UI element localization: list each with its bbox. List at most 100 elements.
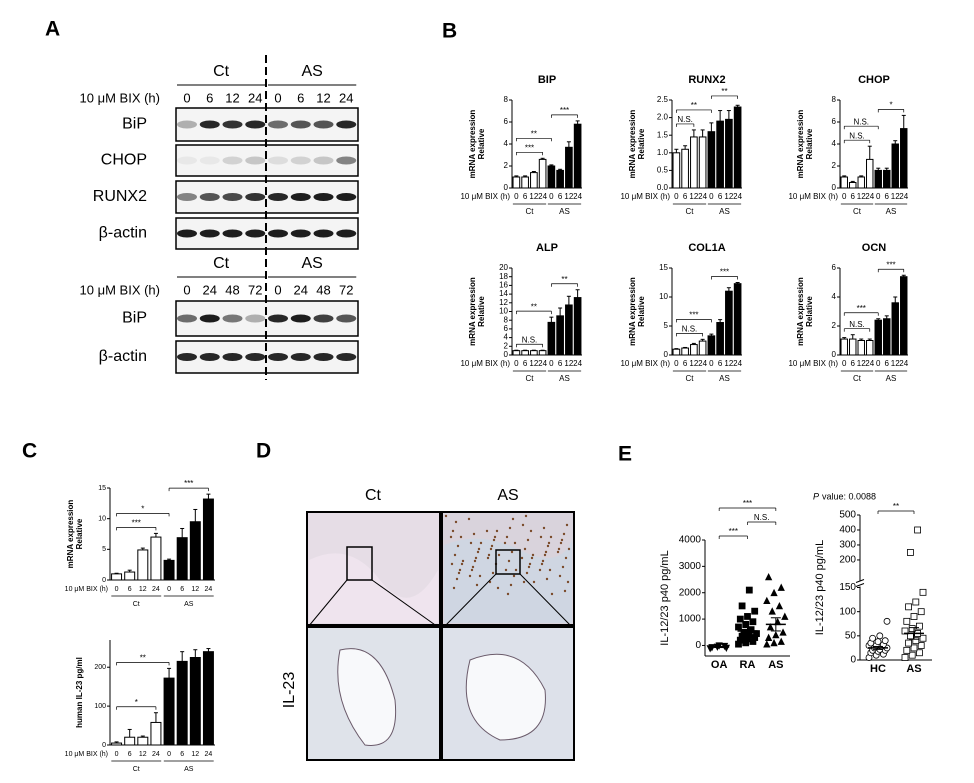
stain-dot (479, 541, 483, 545)
x-tick-label: 12 (724, 192, 733, 201)
significance-label: ** (531, 129, 537, 138)
significance-label: N.S. (853, 117, 869, 126)
stain-dot (561, 565, 565, 569)
x-tick-label: 0 (842, 359, 847, 368)
blot-band (290, 353, 311, 361)
significance-label: * (135, 698, 138, 707)
x-tick-label: 12 (529, 192, 538, 201)
significance-label: N.S. (754, 513, 770, 522)
significance-label: *** (857, 304, 866, 313)
blot-band (290, 229, 311, 238)
stain-dot (490, 544, 494, 548)
data-point (912, 598, 920, 606)
blot-band (290, 314, 311, 323)
data-point (901, 654, 909, 661)
data-point (876, 632, 884, 640)
blot-band (222, 229, 243, 238)
data-point (919, 634, 927, 642)
bar (857, 176, 865, 189)
y-axis-label: Relative (637, 296, 646, 327)
stain-dot (455, 577, 459, 581)
data-point (777, 637, 785, 645)
bar (530, 172, 538, 189)
blot-band (177, 156, 197, 165)
y-axis-label: mRNA expression (468, 110, 477, 179)
stain-dot (486, 556, 490, 560)
panel-label: E (618, 443, 632, 466)
y-axis-label: IL-12/23 p40 pg/mL (659, 550, 671, 645)
stain-dot (528, 562, 532, 566)
blot-band (313, 156, 334, 165)
data-point (917, 608, 925, 616)
stain-dot (511, 517, 515, 521)
x-tick-label: 0 (549, 359, 554, 368)
x-tick-label: 0 (549, 192, 554, 201)
blot-band (245, 353, 266, 361)
blot-band (222, 193, 243, 201)
blot-band (222, 314, 243, 323)
significance-label: N.S. (522, 335, 538, 344)
x-tick-label: 24 (733, 359, 742, 368)
x-tick-label: 12 (191, 586, 199, 593)
data-point (910, 644, 918, 652)
bar (672, 348, 681, 356)
y-axis-label: Relative (75, 518, 84, 549)
stain-dot (542, 526, 546, 530)
y-tick-label: 4 (832, 139, 837, 148)
zoom-line (443, 573, 497, 628)
data-point (775, 602, 784, 610)
stain-dot (564, 556, 568, 560)
tissue (309, 553, 438, 623)
row-label: BiP (122, 116, 147, 133)
blot-band (313, 353, 334, 361)
blot-band (268, 156, 288, 165)
blot-band (290, 156, 311, 165)
significance-label: *** (886, 260, 895, 269)
stain-dot (558, 574, 562, 578)
stain-dot (485, 529, 489, 533)
blot-band (268, 120, 288, 129)
blot-band (177, 120, 197, 129)
group-label: Ct (133, 766, 140, 773)
stain-dot (544, 550, 548, 554)
x-tick-label: 6 (128, 586, 132, 593)
y-axis-label: mRNA expression (628, 277, 637, 346)
stain-dot (461, 559, 465, 563)
x-tick-label: 0 (167, 586, 171, 593)
time-label: 48 (316, 282, 330, 297)
bar (891, 302, 899, 356)
data-point (751, 607, 759, 615)
y-tick-label: 1000 (679, 614, 702, 625)
bar (163, 677, 175, 746)
zoom-line (307, 579, 348, 628)
bar (672, 152, 681, 189)
y-tick-label: 0 (695, 640, 701, 651)
treatment-label: 10 μM BIX (h) (460, 359, 510, 368)
stain-dot (514, 568, 518, 572)
y-axis-label: Relative (805, 128, 814, 159)
bar (840, 338, 848, 356)
significance-label: ** (531, 302, 537, 311)
time-label: 0 (274, 90, 281, 105)
data-point (874, 638, 882, 646)
row-label: β-actin (99, 225, 147, 242)
x-tick-label: 12 (891, 192, 900, 201)
panel-label: D (256, 440, 271, 463)
stain-dot (450, 562, 454, 566)
y-tick-label: 15 (98, 485, 106, 492)
data-point (735, 623, 742, 631)
x-tick-label: 0 (876, 192, 881, 201)
bar (111, 573, 123, 581)
x-tick-label: 6 (851, 192, 856, 201)
data-point (917, 642, 925, 649)
stain-dot (521, 523, 525, 527)
data-point (883, 617, 891, 625)
blot-band (222, 120, 243, 129)
row-label: β-actin (99, 348, 147, 365)
y-axis-label: Relative (637, 128, 646, 159)
y-tick-label: 0 (504, 350, 509, 359)
stain-dot (556, 550, 560, 554)
bar (189, 657, 201, 746)
data-point (919, 588, 927, 596)
y-tick-label: 2.0 (657, 113, 669, 122)
